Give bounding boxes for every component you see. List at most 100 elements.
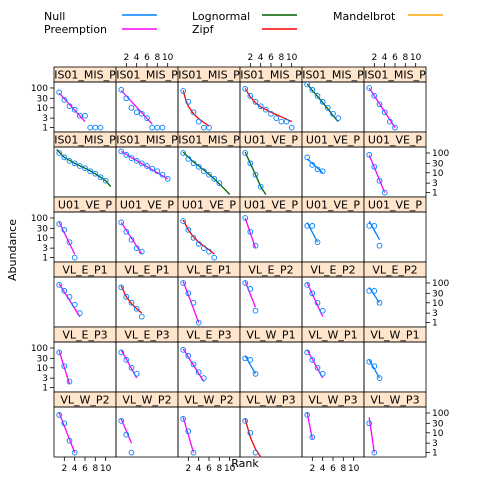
- panel-strip-label: IS01_MIS_P: [240, 69, 302, 82]
- x-tick-label: 10: [286, 53, 298, 63]
- y-tick-label: 30: [37, 224, 49, 234]
- panel-plot-area: [119, 88, 165, 131]
- data-point: [150, 125, 155, 130]
- y-tick-label: 1: [42, 254, 48, 264]
- panel-plot-area: [305, 413, 315, 440]
- panel: U01_VE_P: [178, 197, 240, 262]
- x-tick-label: 2: [247, 53, 253, 63]
- fit-line-preemption: [369, 155, 385, 193]
- panel-plot-area: [367, 417, 377, 455]
- x-tick-label: 4: [72, 464, 78, 474]
- panel: IS01_MIS_P: [302, 67, 364, 132]
- data-point: [165, 176, 170, 181]
- panel-frame: [364, 147, 426, 197]
- panel: VL_W_P2: [178, 392, 240, 457]
- panel-plot-area: [243, 216, 258, 249]
- panel-plot-area: [119, 419, 134, 456]
- panel-plot-area: [119, 220, 144, 254]
- panel-strip-label: U01_VE_P: [368, 134, 423, 147]
- data-point: [134, 110, 139, 115]
- y-tick-label: 10: [432, 299, 444, 309]
- y-tick-label: 1: [42, 384, 48, 394]
- panel: U01_VE_P: [364, 132, 426, 197]
- panel: VL_E_P2: [302, 262, 364, 327]
- y-tick-label: 3: [432, 309, 438, 319]
- panel-frame: [178, 212, 240, 262]
- fit-line-lognormal: [183, 152, 230, 194]
- panel-frame: [178, 277, 240, 327]
- panel-plot-area: [181, 151, 230, 195]
- panel-frame: [240, 342, 302, 392]
- panel: VL_W_P1: [302, 327, 364, 392]
- x-tick-label: 2: [61, 464, 67, 474]
- panel-plot-area: [243, 419, 261, 458]
- panel-frame: [364, 212, 426, 262]
- x-tick-label: 6: [82, 464, 88, 474]
- data-point: [129, 450, 134, 455]
- panel: IS01_MIS_P: [240, 67, 302, 132]
- data-point: [57, 90, 62, 95]
- y-tick-label: 100: [31, 84, 48, 94]
- panel-frame: [302, 212, 364, 262]
- panel-plot-area: [181, 219, 217, 260]
- panel-strip-label: IS01_MIS_P: [54, 69, 116, 82]
- panel: U01_VE_P: [364, 197, 426, 262]
- panels: IS01_MIS_P IS01_MIS_P IS01_MIS_P IS01_MIS_P…: [54, 67, 426, 457]
- fit-line-preemption: [59, 351, 69, 384]
- y-axis-title: Abundance: [6, 219, 19, 281]
- panel: U01_VE_P: [116, 197, 178, 262]
- panel-frame: [54, 212, 116, 262]
- x-tick-label: 4: [134, 53, 140, 63]
- panel-plot-area: [305, 283, 325, 317]
- legend-label-null: Null: [44, 10, 65, 23]
- panel-strip-label: VL_W_P1: [308, 329, 357, 342]
- x-tick-label: 4: [382, 53, 388, 63]
- panel: IS01_MIS_P: [178, 67, 240, 132]
- panel-plot-area: [181, 348, 206, 382]
- panel-plot-area: [57, 90, 103, 130]
- panel-strip-label: U01_VE_P: [120, 199, 175, 212]
- y-tick-label: 100: [432, 279, 449, 289]
- x-tick-label: 6: [268, 53, 274, 63]
- x-tick-label: 8: [92, 464, 98, 474]
- fit-line-null: [245, 356, 255, 374]
- data-point: [155, 125, 160, 130]
- panel-frame: [240, 277, 302, 327]
- panel-plot-area: [57, 283, 82, 317]
- panel-strip-label: U01_VE_P: [244, 199, 299, 212]
- panel-plot-area: [57, 413, 77, 456]
- data-point: [72, 255, 77, 260]
- data-point: [279, 119, 284, 124]
- panel-plot-area: [367, 86, 398, 130]
- x-tick-label: 2: [371, 53, 377, 63]
- panel: VL_W_P1: [364, 327, 426, 392]
- panel-strip-label: VL_E_P2: [248, 264, 293, 277]
- data-point: [377, 243, 382, 248]
- panel-plot-area: [305, 222, 320, 244]
- panel-frame: [54, 277, 116, 327]
- panel-strip-label: VL_W_P3: [246, 394, 295, 407]
- fit-line-preemption: [183, 417, 193, 452]
- data-point: [320, 308, 325, 313]
- panel-plot-area: [181, 417, 196, 456]
- x-tick-label: 8: [402, 53, 408, 63]
- panel-plot-area: [181, 89, 212, 130]
- fit-line-preemption: [59, 284, 80, 317]
- panel-strip-label: VL_E_P1: [124, 264, 169, 277]
- x-axis-title: Rank: [231, 457, 259, 470]
- panel-frame: [364, 82, 426, 132]
- panel: IS01_MIS_P: [178, 132, 240, 197]
- panel-strip-label: IS01_MIS_P: [116, 134, 178, 147]
- fit-line-null: [307, 222, 317, 242]
- panel-frame: [240, 82, 302, 132]
- panel-strip-label: VL_E_P3: [124, 329, 169, 342]
- panel-strip-label: VL_W_P2: [122, 394, 171, 407]
- panel-frame: [116, 407, 178, 457]
- data-point: [310, 224, 315, 229]
- panel-frame: [364, 277, 426, 327]
- data-point: [129, 105, 134, 110]
- panel-strip-label: IS01_MIS_P: [178, 69, 240, 82]
- data-point: [372, 289, 377, 294]
- y-tick-label: 30: [432, 159, 444, 169]
